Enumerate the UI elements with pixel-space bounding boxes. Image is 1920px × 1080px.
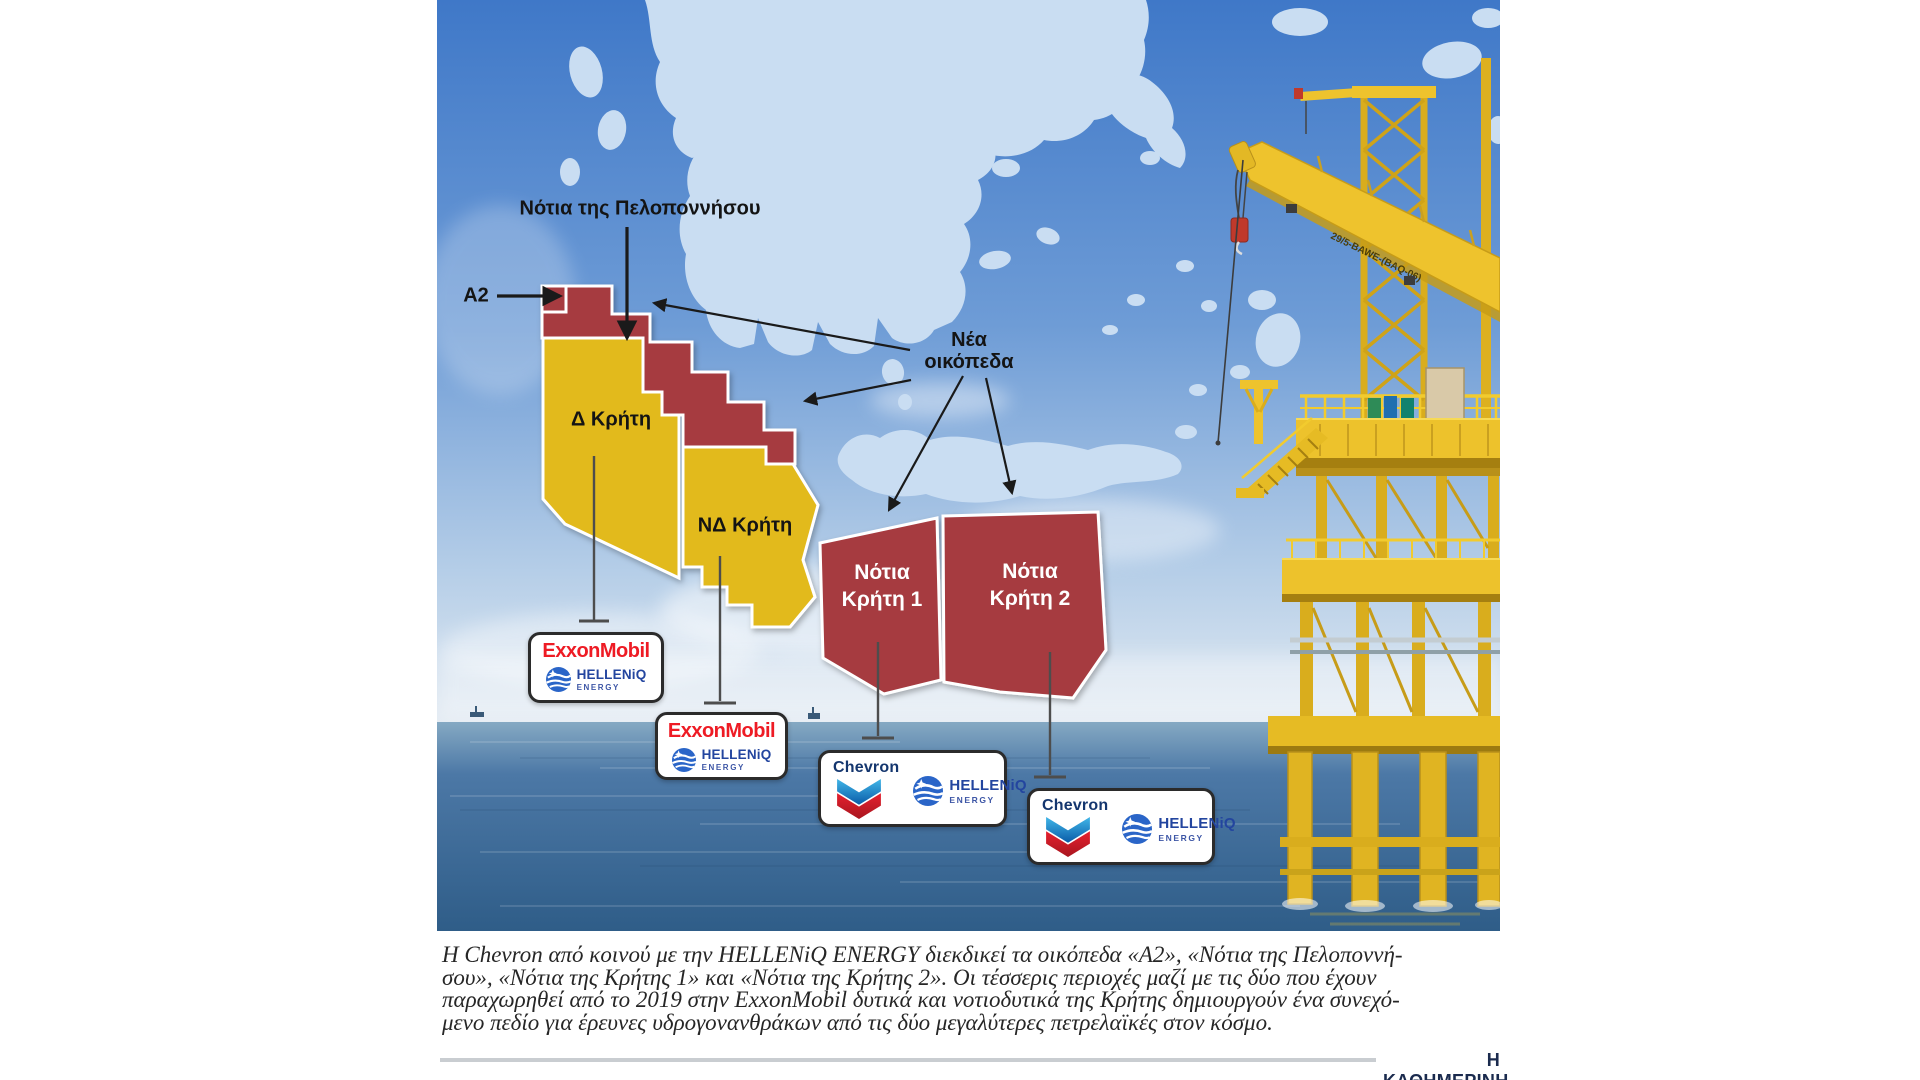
annotation-arrows xyxy=(497,227,1017,512)
islands xyxy=(560,8,1500,439)
exxonmobil-wordmark: ExxonMobil xyxy=(542,640,650,662)
platform xyxy=(1236,367,1500,926)
evia xyxy=(1098,74,1186,168)
caption-line: παραχωρηθεί από το 2019 στην ExxonMobil … xyxy=(442,987,1400,1013)
caption-line: σου», «Νότια της Κρήτης 1» και «Νότια τη… xyxy=(442,964,1377,990)
mainland xyxy=(645,0,1149,166)
block-notia-kriti-1 xyxy=(818,516,943,696)
publication-credit: Η ΚΑΘΗΜΕΡΙΝΗ xyxy=(1383,1050,1508,1080)
helleniq-energy: ENERGY xyxy=(576,683,620,692)
logo-box-exxonmobil-1: ExxonMobil HELLENiQ ENERGY xyxy=(528,632,664,703)
helleniq-energy: ENERGY xyxy=(949,795,995,805)
caption-line: Η Chevron από κοινού με την HELLENiQ ENE… xyxy=(442,942,1403,967)
helleniq-name: HELLENiQ xyxy=(576,667,647,682)
chevron-logo-icon xyxy=(837,779,881,819)
helleniq-logo-icon xyxy=(545,667,571,692)
caption-line: μενο πεδίο για έρευνες υδρογονανθράκων α… xyxy=(442,1009,1273,1035)
helleniq-name: HELLENiQ xyxy=(949,777,1027,794)
label-nea-oikopeda: Νέα οικόπεδα xyxy=(924,329,1013,373)
land-greece xyxy=(560,0,1500,503)
leader-lines xyxy=(579,456,1066,779)
distant-vessels xyxy=(470,706,820,719)
label-d-kriti: Δ Κρήτη xyxy=(570,408,652,431)
block-d-kriti xyxy=(541,336,681,581)
helleniq-energy: ENERGY xyxy=(701,763,745,772)
label-notia-kriti-1: Νότια Κρήτη 1 xyxy=(841,561,923,611)
helleniq-energy: ENERGY xyxy=(1158,833,1204,843)
label-a2: A2 xyxy=(463,284,489,307)
label-nea-line2: οικόπεδα xyxy=(924,351,1014,373)
chevron-logo-icon xyxy=(1046,817,1090,857)
chevron-wordmark: Chevron xyxy=(1042,797,1109,814)
block-nd-kriti xyxy=(681,445,820,629)
label-peloponnese-south: Νότια της Πελοποννήσου xyxy=(519,197,761,220)
logo-box-exxonmobil-2: ExxonMobil HELLENiQ ENERGY xyxy=(655,712,788,780)
block-notia-kriti-2 xyxy=(941,510,1108,700)
block-a2 xyxy=(540,284,568,314)
map-area: 29/5-BAWE-(BAQ-06) xyxy=(437,0,1500,931)
logo-box-chevron-1: Chevron HELLENiQ ENERGY xyxy=(818,750,1027,827)
helleniq-name: HELLENiQ xyxy=(701,747,772,762)
label-nd-kriti: ΝΔ Κρήτη xyxy=(697,514,793,537)
chevron-wordmark: Chevron xyxy=(833,759,900,776)
oil-rig: 29/5-BAWE-(BAQ-06) xyxy=(1215,58,1500,926)
helleniq-name: HELLENiQ xyxy=(1158,815,1236,832)
label-notia-kriti-2: Νότια Κρήτη 2 xyxy=(989,560,1071,610)
helleniq-logo-icon xyxy=(913,776,944,806)
caption: Η Chevron από κοινού με την HELLENiQ ENE… xyxy=(442,942,1502,1035)
helleniq-logo-icon xyxy=(1122,814,1153,844)
footer-divider xyxy=(440,1058,1376,1062)
exxonmobil-wordmark: ExxonMobil xyxy=(667,720,776,742)
map-graphic: 29/5-BAWE-(BAQ-06) xyxy=(437,0,1500,931)
label-nea-line1: Νέα xyxy=(951,329,987,351)
peloponnese xyxy=(679,137,996,356)
logo-box-chevron-2: Chevron HELLENiQ ENERGY xyxy=(1027,788,1236,865)
helleniq-logo-icon xyxy=(671,747,696,772)
